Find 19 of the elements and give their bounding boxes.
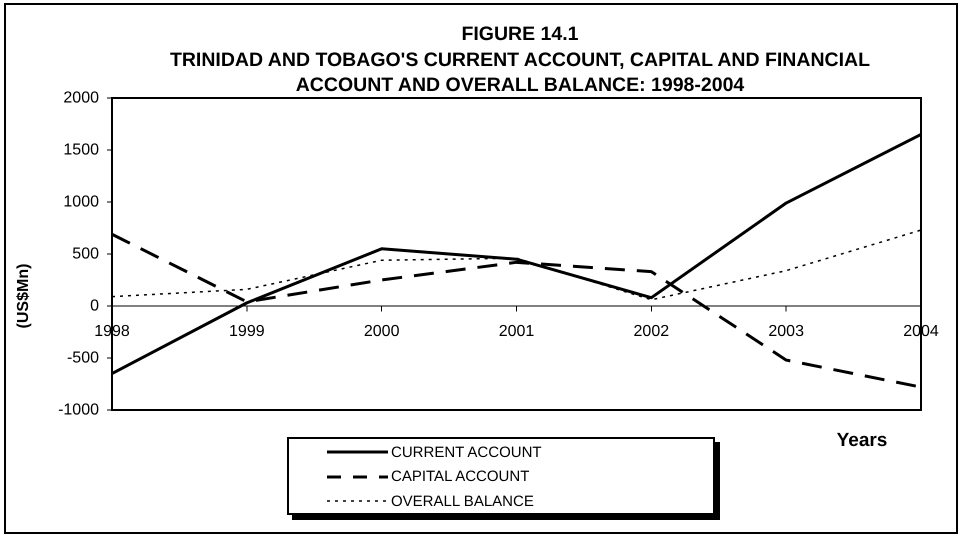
x-axis-title: Years <box>836 430 888 452</box>
y-tick-label: 0 <box>90 297 100 314</box>
y-tick-label: -1000 <box>58 401 100 418</box>
y-tick-label: 1000 <box>63 193 100 210</box>
y-axis-title: (US$Mn) <box>15 264 33 328</box>
chart-subtitle: TRINIDAD AND TOBAGO'S CURRENT ACCOUNT, CAPITAL AND FINANCIAL ACCOUNT AND OVERALL BALANCE: 1998-2004 <box>168 48 872 98</box>
legend-label: CURRENT ACCOUNT <box>391 444 542 461</box>
legend-label: CAPITAL ACCOUNT <box>391 468 530 486</box>
x-tick-label: 2003 <box>768 323 804 340</box>
x-tick-label: 2001 <box>498 323 534 340</box>
legend-label: OVERALL BALANCE <box>391 492 534 510</box>
y-tick-label: 1500 <box>63 141 100 158</box>
x-tick-label: 1999 <box>229 323 265 340</box>
x-tick-label: 2000 <box>364 323 400 340</box>
x-tick-label: 2002 <box>634 323 670 340</box>
y-tick-label: 2000 <box>63 89 100 106</box>
chart-title: FIGURE 14.1 <box>460 22 580 47</box>
y-tick-label: -500 <box>66 349 100 366</box>
y-tick-label: 500 <box>72 245 100 262</box>
